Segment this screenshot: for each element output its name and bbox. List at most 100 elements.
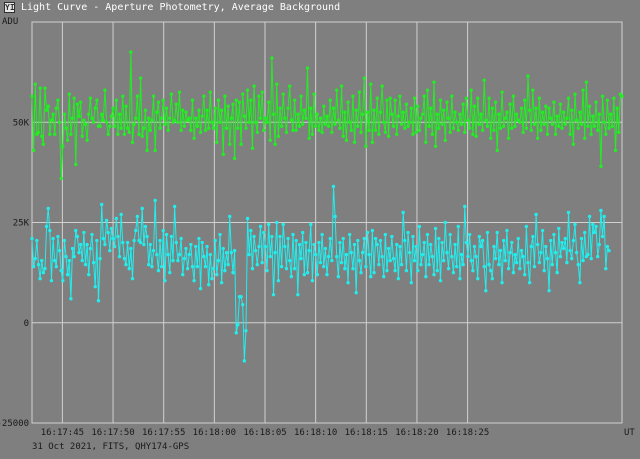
data-point [430, 254, 435, 259]
data-point [184, 110, 188, 114]
data-point [391, 124, 396, 128]
data-point [140, 206, 144, 211]
x-axis-label: UT [624, 428, 635, 438]
data-point [552, 232, 556, 237]
data-point [151, 94, 156, 98]
data-point [150, 118, 154, 122]
data-point [57, 120, 62, 124]
data-point [497, 112, 501, 116]
data-point [116, 234, 120, 239]
data-point [608, 112, 613, 116]
data-point [566, 210, 571, 215]
data-point [592, 124, 597, 128]
data-point [83, 262, 88, 267]
data-point [482, 78, 486, 82]
data-point [323, 122, 328, 126]
data-point [548, 238, 553, 243]
data-point [430, 132, 435, 136]
data-point [385, 98, 389, 102]
data-point [143, 108, 148, 112]
data-point [291, 232, 295, 237]
data-point [313, 252, 318, 257]
data-point [484, 288, 488, 293]
data-point [339, 84, 344, 88]
data-point [552, 100, 556, 104]
data-point [206, 126, 211, 130]
data-point [292, 98, 297, 102]
data-point [516, 236, 520, 241]
data-point [226, 262, 230, 267]
data-point [480, 128, 485, 132]
data-point [545, 132, 550, 136]
data-point [182, 124, 187, 128]
data-point [372, 108, 376, 112]
data-point [531, 234, 535, 239]
data-point [558, 254, 563, 259]
data-point [406, 124, 410, 128]
data-point [513, 252, 517, 257]
data-point [553, 132, 558, 136]
data-point [291, 128, 295, 132]
data-point [365, 110, 370, 114]
data-point [344, 138, 349, 142]
data-point [503, 258, 507, 263]
data-point [166, 252, 170, 257]
data-point [490, 276, 495, 281]
data-point [69, 132, 73, 136]
data-point [335, 88, 339, 92]
data-point [336, 118, 341, 122]
data-point [370, 228, 375, 233]
data-point [257, 94, 261, 98]
data-point [111, 236, 115, 241]
data-point [88, 246, 93, 251]
data-point [62, 112, 67, 116]
data-point [370, 140, 375, 144]
data-point [464, 240, 469, 245]
data-point [288, 258, 292, 263]
data-point [88, 96, 93, 100]
data-point [333, 214, 337, 219]
data-point [138, 240, 143, 245]
data-point [106, 132, 110, 136]
data-point [476, 96, 480, 100]
data-point [333, 122, 337, 126]
data-point [453, 242, 457, 247]
data-point [41, 270, 46, 275]
data-point [373, 236, 378, 241]
data-point [74, 228, 78, 233]
data-point [377, 262, 381, 267]
data-point [510, 240, 514, 245]
data-point [318, 116, 323, 120]
data-point [228, 142, 232, 147]
data-point [435, 268, 439, 273]
data-point [505, 110, 509, 114]
data-point [386, 134, 391, 138]
data-point [560, 126, 564, 130]
data-point [284, 266, 289, 271]
data-point [166, 128, 170, 132]
data-point [527, 280, 532, 285]
data-point [375, 242, 379, 247]
data-point [480, 238, 485, 243]
data-point [205, 108, 209, 112]
data-point [497, 262, 501, 267]
data-point [427, 262, 431, 267]
data-point [401, 110, 405, 114]
data-point [456, 224, 460, 229]
data-point [373, 128, 378, 132]
data-point [440, 240, 444, 245]
data-point [163, 122, 167, 126]
data-point [519, 106, 524, 110]
data-point [206, 282, 211, 287]
data-point [265, 268, 269, 273]
data-point [117, 254, 122, 259]
app-logo-icon[interactable]: YI [4, 2, 15, 13]
data-point [289, 118, 294, 122]
data-point [153, 148, 157, 153]
data-point [388, 258, 392, 263]
data-point [304, 240, 308, 245]
data-point [313, 124, 318, 128]
data-point [579, 122, 584, 126]
data-point [250, 266, 255, 271]
data-point [142, 242, 146, 247]
